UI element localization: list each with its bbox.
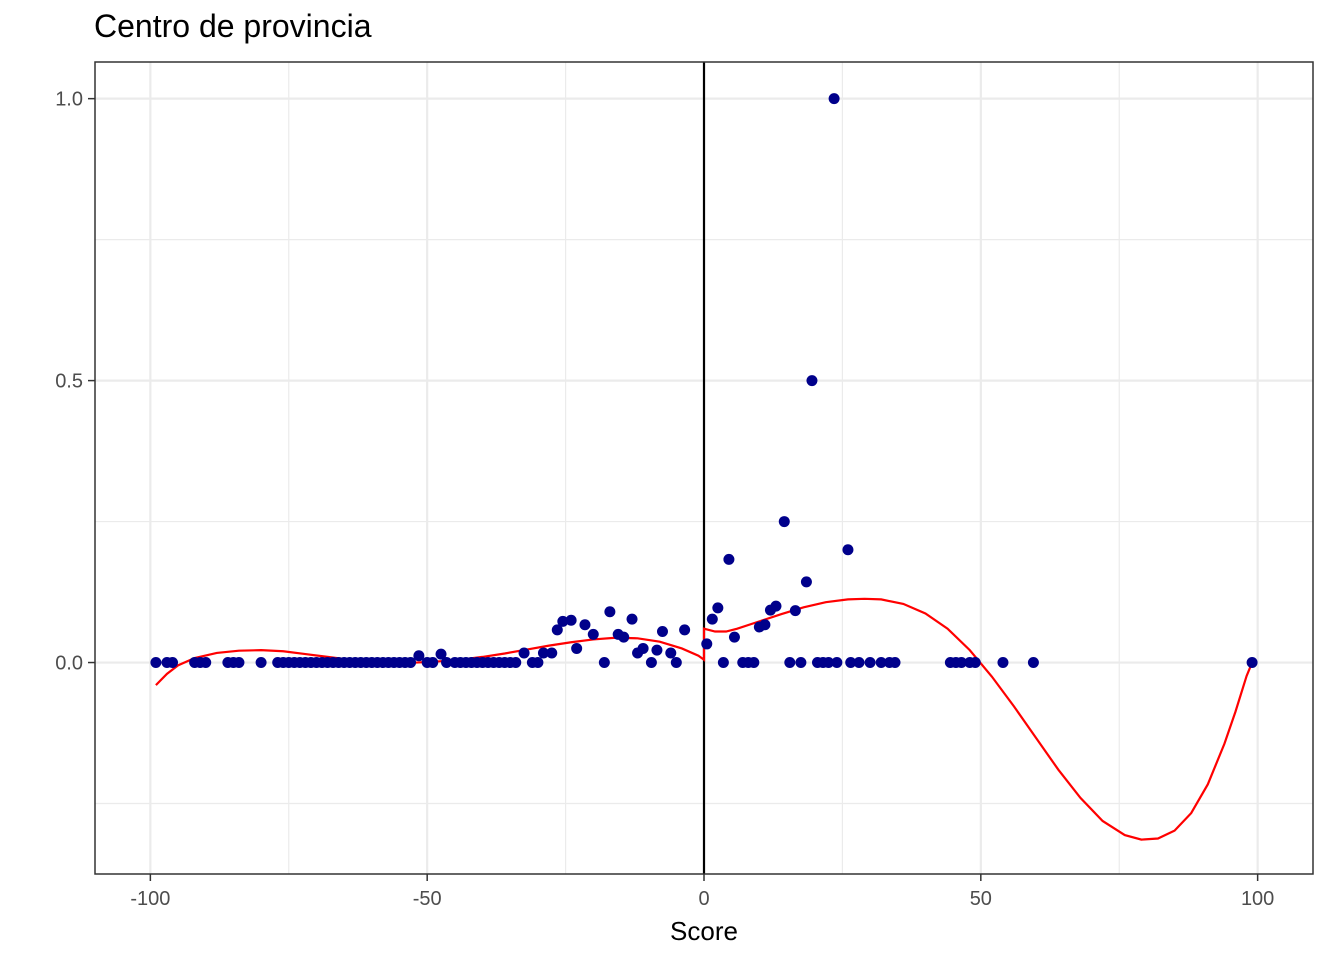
data-point bbox=[679, 624, 691, 636]
data-point bbox=[701, 638, 713, 650]
x-tick-label: -100 bbox=[130, 888, 170, 910]
data-points bbox=[150, 93, 1258, 669]
data-point bbox=[579, 619, 591, 631]
data-point bbox=[518, 647, 530, 659]
data-point bbox=[435, 648, 447, 660]
x-axis-title: Score bbox=[670, 916, 738, 946]
data-point bbox=[875, 657, 887, 669]
data-point bbox=[441, 657, 453, 669]
data-point bbox=[637, 642, 649, 654]
data-point bbox=[571, 642, 583, 654]
x-tick-label: 50 bbox=[970, 888, 992, 910]
data-point bbox=[656, 626, 668, 638]
data-point bbox=[546, 647, 558, 659]
data-point bbox=[255, 657, 267, 669]
data-point bbox=[670, 657, 682, 669]
y-tick-label: 1.0 bbox=[55, 89, 83, 111]
data-point bbox=[770, 600, 782, 612]
x-tick-label: 100 bbox=[1241, 888, 1274, 910]
y-tick-label: 0.0 bbox=[55, 653, 83, 675]
data-point bbox=[150, 657, 162, 669]
data-point bbox=[598, 657, 610, 669]
data-point bbox=[665, 647, 677, 659]
y-tick-label: 0.5 bbox=[55, 371, 83, 393]
data-point bbox=[955, 657, 967, 669]
data-point bbox=[800, 576, 812, 588]
data-point bbox=[557, 615, 569, 627]
data-point bbox=[759, 619, 771, 631]
data-point bbox=[604, 606, 616, 618]
data-point bbox=[565, 614, 577, 626]
chart-title: Centro de provincia bbox=[94, 8, 372, 44]
data-point bbox=[795, 657, 807, 669]
y-axis: 0.0 0.5 1.0 bbox=[55, 89, 95, 675]
data-point bbox=[845, 657, 857, 669]
data-point bbox=[997, 657, 1009, 669]
data-point bbox=[651, 644, 663, 656]
data-point bbox=[510, 657, 522, 669]
data-point bbox=[537, 647, 549, 659]
data-point bbox=[427, 657, 439, 669]
data-point bbox=[626, 613, 638, 625]
data-point bbox=[645, 657, 657, 669]
data-point bbox=[413, 650, 425, 662]
x-tick-label: -50 bbox=[413, 888, 442, 910]
x-axis: -100 -50 0 50 100 bbox=[130, 874, 1274, 910]
data-point bbox=[1027, 657, 1039, 669]
data-point bbox=[784, 657, 796, 669]
data-point bbox=[853, 657, 865, 669]
data-point bbox=[864, 657, 876, 669]
data-point bbox=[717, 657, 729, 669]
data-point bbox=[233, 657, 245, 669]
data-point bbox=[723, 553, 735, 565]
data-point bbox=[778, 516, 790, 528]
data-point bbox=[969, 657, 981, 669]
data-point bbox=[618, 631, 630, 643]
x-tick-label: 0 bbox=[698, 888, 709, 910]
data-point bbox=[889, 657, 901, 669]
data-point bbox=[823, 657, 835, 669]
data-point bbox=[200, 657, 212, 669]
data-point bbox=[551, 624, 563, 636]
data-point bbox=[748, 657, 760, 669]
data-point bbox=[806, 375, 818, 387]
data-point bbox=[532, 657, 544, 669]
data-point bbox=[789, 605, 801, 617]
data-point bbox=[405, 657, 417, 669]
data-point bbox=[842, 544, 854, 556]
data-point bbox=[828, 93, 840, 105]
data-point bbox=[167, 657, 179, 669]
data-point bbox=[728, 631, 740, 643]
data-point bbox=[831, 657, 843, 669]
data-point bbox=[712, 602, 724, 614]
data-point bbox=[706, 613, 718, 625]
data-point bbox=[587, 628, 599, 640]
data-point bbox=[1246, 657, 1258, 669]
